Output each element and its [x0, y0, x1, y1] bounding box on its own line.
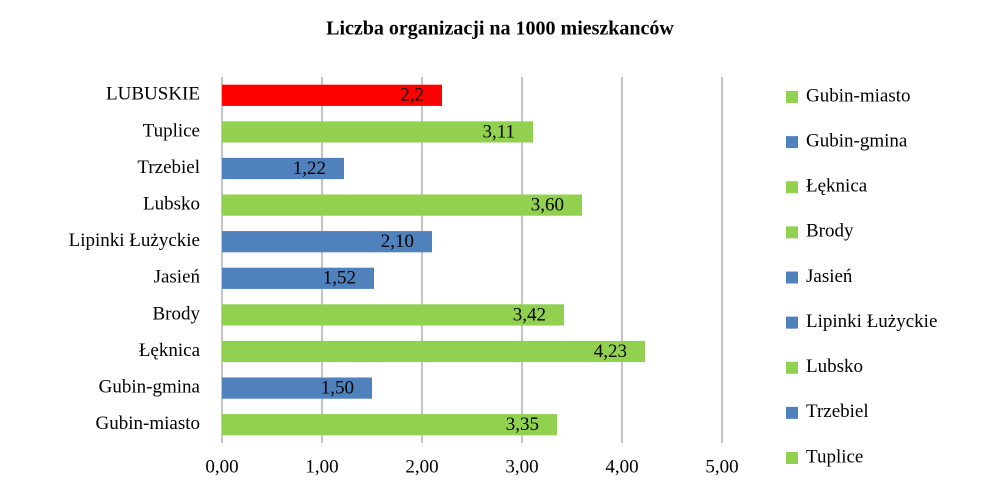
y-tick-label: Trzebiel	[137, 157, 200, 178]
legend-label: Łęknica	[806, 176, 868, 197]
legend-swatch	[786, 361, 798, 374]
x-tick-label: 1,00	[305, 456, 338, 477]
legend-label: Gubin-gmina	[806, 130, 908, 151]
legend-swatch	[786, 316, 798, 329]
y-tick-label: LUBUSKIE	[106, 84, 200, 105]
bar	[222, 194, 582, 216]
legend-label: Tuplice	[806, 446, 863, 467]
legend-label: Trzebiel	[806, 401, 869, 422]
legend-swatch	[786, 271, 798, 284]
legend-swatch	[786, 406, 798, 419]
bar	[222, 231, 432, 253]
y-tick-label: Tuplice	[143, 120, 200, 141]
value-label: 3,35	[506, 414, 539, 435]
bar	[222, 414, 557, 436]
value-label: 1,52	[323, 268, 356, 289]
y-tick-label: Łęknica	[139, 340, 201, 361]
value-label: 2,10	[381, 231, 414, 252]
x-tick-label: 4,00	[605, 456, 638, 477]
y-tick-label: Gubin-miasto	[96, 413, 201, 434]
value-label: 1,22	[293, 158, 326, 179]
value-label: 3,42	[513, 304, 546, 325]
value-label: 3,11	[482, 121, 515, 142]
legend-label: Brody	[806, 221, 854, 242]
bar	[222, 377, 372, 399]
legend-swatch	[786, 136, 798, 149]
x-tick-label: 2,00	[405, 456, 438, 477]
value-label: 2,2	[400, 85, 424, 106]
x-tick-label: 5,00	[705, 456, 738, 477]
y-tick-label: Gubin-gmina	[99, 376, 201, 397]
bar	[222, 267, 374, 289]
y-tick-label: Jasień	[154, 267, 201, 288]
legend-swatch	[786, 181, 798, 194]
x-tick-label: 0,00	[205, 456, 238, 477]
legend-label: Lipinki Łużyckie	[806, 311, 937, 332]
bar	[222, 340, 645, 363]
legend-swatch	[786, 452, 798, 464]
value-label: 4,23	[594, 341, 627, 362]
bar	[222, 121, 533, 143]
chart-title: Liczba organizacji na 1000 mieszkanców	[326, 18, 674, 40]
legend-swatch	[786, 226, 798, 239]
x-tick-label: 3,00	[505, 456, 538, 477]
legend-label: Lubsko	[806, 356, 863, 377]
bar	[222, 157, 344, 180]
legend-label: Gubin-miasto	[806, 85, 911, 106]
y-tick-label: Brody	[153, 303, 201, 324]
value-label: 3,60	[531, 194, 564, 215]
bar	[222, 304, 564, 326]
bar	[222, 84, 442, 106]
y-tick-label: Lipinki Łużyckie	[69, 230, 200, 251]
legend-swatch	[786, 91, 798, 103]
legend-label: Jasień	[806, 266, 853, 287]
value-label: 1,50	[321, 377, 354, 398]
y-tick-label: Lubsko	[143, 193, 200, 214]
